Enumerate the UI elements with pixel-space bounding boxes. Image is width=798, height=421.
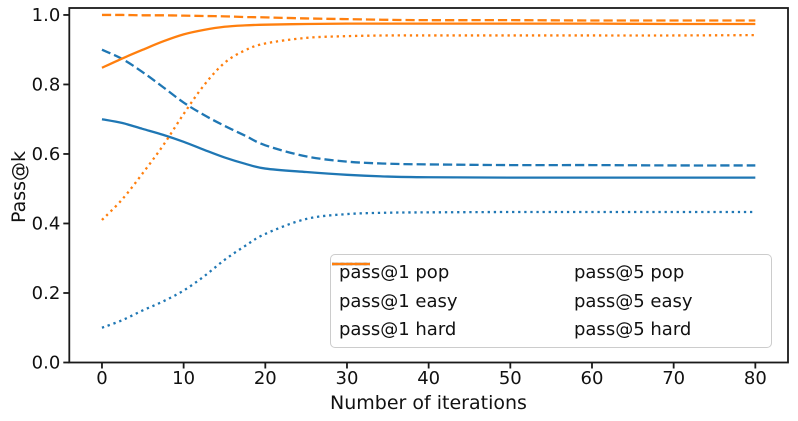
series-line-pass-1-hard bbox=[101, 210, 756, 329]
legend-item: pass@1 hard bbox=[332, 262, 530, 345]
legend-item: pass@1 easy bbox=[332, 262, 530, 317]
legend-label: pass@5 hard bbox=[574, 319, 692, 341]
legend-label: pass@5 pop bbox=[574, 262, 685, 284]
x-tick-label: 10 bbox=[172, 368, 195, 389]
x-tick-label: 60 bbox=[581, 368, 604, 389]
x-tick-label: 30 bbox=[336, 368, 359, 389]
series-line-pass-5-hard bbox=[101, 33, 756, 221]
y-tick-label: 1.0 bbox=[32, 5, 61, 26]
x-tick-label: 20 bbox=[254, 368, 277, 389]
y-axis-label: Pass@k bbox=[8, 150, 30, 224]
series-line-pass-1-pop bbox=[101, 118, 756, 179]
legend-item: pass@5 pop bbox=[332, 259, 765, 288]
y-tick-label: 0.4 bbox=[32, 213, 61, 234]
y-tick-label: 0.2 bbox=[32, 283, 61, 304]
legend: pass@1 pop pass@1 easy pass@1 hard pass@5 p… bbox=[330, 254, 772, 348]
legend-label: pass@5 easy bbox=[574, 290, 693, 312]
legend-item: pass@5 easy bbox=[332, 262, 765, 317]
y-tick-label: 0.8 bbox=[32, 74, 61, 95]
series-line-pass-5-pop bbox=[101, 22, 756, 69]
legend-dotted-line-swatch bbox=[332, 262, 370, 266]
y-tick-label: 0.6 bbox=[32, 144, 61, 165]
x-tick-label: 80 bbox=[744, 368, 767, 389]
legend-label: pass@1 hard bbox=[339, 319, 457, 341]
series-line-pass-5-easy bbox=[101, 13, 756, 22]
x-tick-label: 0 bbox=[96, 368, 107, 389]
series-line-pass-1-easy bbox=[101, 48, 756, 167]
x-tick-label: 50 bbox=[499, 368, 522, 389]
x-tick-label: 40 bbox=[417, 368, 440, 389]
legend-label: pass@1 easy bbox=[339, 290, 458, 312]
legend-label: pass@1 pop bbox=[339, 262, 450, 284]
legend-item: pass@5 hard bbox=[332, 262, 765, 345]
x-axis-label: Number of iterations bbox=[330, 392, 527, 414]
x-tick-label: 70 bbox=[662, 368, 685, 389]
y-tick-label: 0.0 bbox=[32, 353, 61, 374]
